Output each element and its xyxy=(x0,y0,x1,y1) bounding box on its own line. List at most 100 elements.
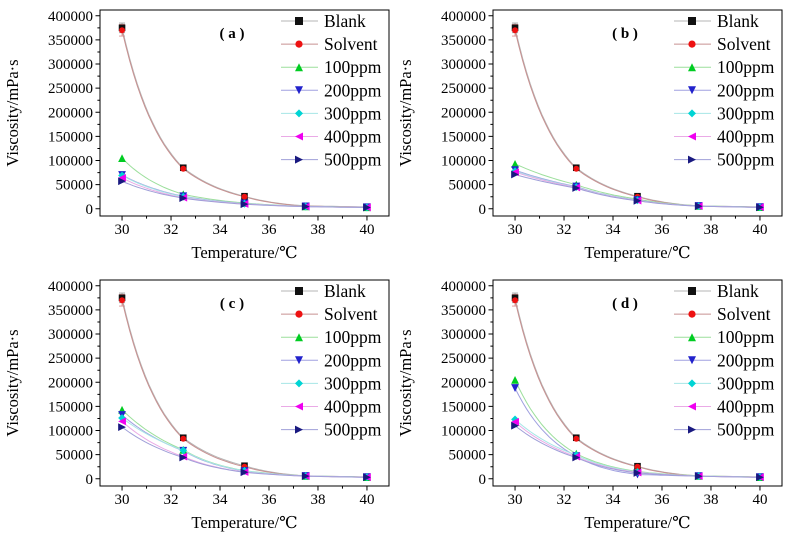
legend-entry-400ppm: 400ppm xyxy=(281,397,382,417)
tick-labels: 30 32 34 36 38 40 0 50000 100000 150000 200000 2500… xyxy=(48,279,374,508)
y-tick-label: 150000 xyxy=(48,399,93,415)
triangle-up-marker xyxy=(295,333,303,342)
axis-ticks xyxy=(488,285,761,491)
y-tick-label: 50000 xyxy=(56,178,94,194)
axis-ticks xyxy=(95,15,368,221)
x-tick-label: 34 xyxy=(213,492,229,508)
legend-label: Solvent xyxy=(717,34,771,54)
x-axis-label: Temperature/℃ xyxy=(191,513,297,532)
panel-b-chart: 30 32 34 36 38 40 0 50000 100000 150000 200000 2500… xyxy=(396,9,783,262)
y-axis-label: Viscosity/mPa·s xyxy=(396,59,415,166)
legend-label: 300ppm xyxy=(717,103,775,123)
y-tick-label: 0 xyxy=(479,202,487,218)
tick-labels: 30 32 34 36 38 40 0 50000 100000 150000 200000 2500… xyxy=(441,9,767,238)
circle-marker xyxy=(295,40,303,48)
panel-label: ( c ) xyxy=(220,296,244,312)
y-tick-label: 100000 xyxy=(48,424,93,440)
x-tick-label: 36 xyxy=(654,492,670,508)
x-tick-label: 38 xyxy=(310,222,325,238)
triangle-right-marker xyxy=(301,472,310,481)
x-tick-label: 38 xyxy=(703,492,718,508)
legend-entry-400ppm: 400ppm xyxy=(281,127,382,147)
triangle-right-marker xyxy=(511,170,519,179)
triangle-down-marker xyxy=(295,356,303,365)
diamond-marker xyxy=(295,109,303,118)
tick-marks xyxy=(488,285,761,491)
x-tick-label: 36 xyxy=(261,492,277,508)
triangle-right-marker xyxy=(688,155,696,164)
triangle-right-marker xyxy=(179,194,188,203)
legend-label: 400ppm xyxy=(717,397,775,417)
x-tick-label: 32 xyxy=(557,222,572,238)
legend-entry-solvent: Solvent xyxy=(281,304,378,324)
legend-label: 500ppm xyxy=(324,420,382,440)
triangle-right-marker xyxy=(694,472,703,481)
triangle-right-marker xyxy=(363,473,371,482)
legend-label: 200ppm xyxy=(717,350,775,370)
y-tick-label: 350000 xyxy=(48,303,93,319)
legend-label: 100ppm xyxy=(717,327,775,347)
legend-entry-solvent: Solvent xyxy=(674,34,771,54)
x-tick-label: 40 xyxy=(359,492,374,508)
legend-label: 100ppm xyxy=(324,57,382,77)
legend-entry-100ppm: 100ppm xyxy=(281,57,382,77)
series-500ppm xyxy=(118,177,371,212)
tick-labels: 30 32 34 36 38 40 0 50000 100000 150000 200000 2500… xyxy=(48,9,374,238)
series-markers xyxy=(118,24,371,212)
triangle-up-marker xyxy=(295,63,303,72)
legend-label: 300ppm xyxy=(717,373,775,393)
triangle-right-marker xyxy=(572,453,581,462)
legend-entry-solvent: Solvent xyxy=(281,34,378,54)
legend-entry-500ppm: 500ppm xyxy=(281,150,382,170)
circle-marker xyxy=(688,40,696,48)
y-tick-label: 200000 xyxy=(441,105,486,121)
axis-ticks xyxy=(95,285,368,491)
tick-marks xyxy=(95,285,368,491)
y-tick-label: 250000 xyxy=(441,81,486,97)
legend-label: Blank xyxy=(717,281,759,301)
legend: Blank Solvent 100ppm 200ppm 300ppm 400ppm 500p… xyxy=(674,281,775,440)
y-axis-label: Viscosity/mPa·s xyxy=(3,59,22,166)
panel-c-chart: 30 32 34 36 38 40 0 50000 100000 150000 200000 2500… xyxy=(3,279,390,532)
legend-label: Blank xyxy=(324,11,366,31)
panel-label: ( b ) xyxy=(612,26,638,42)
legend-label: 400ppm xyxy=(324,127,382,147)
series-markers xyxy=(511,294,764,482)
y-tick-label: 350000 xyxy=(441,303,486,319)
triangle-up-marker xyxy=(118,154,126,163)
y-tick-label: 0 xyxy=(479,472,487,488)
y-tick-label: 150000 xyxy=(48,129,93,145)
legend-label: 200ppm xyxy=(717,80,775,100)
y-axis-label: Viscosity/mPa·s xyxy=(396,329,415,436)
x-axis-label: Temperature/℃ xyxy=(584,513,690,532)
y-tick-label: 50000 xyxy=(449,178,487,194)
x-tick-label: 30 xyxy=(115,222,130,238)
triangle-right-marker xyxy=(240,200,249,209)
triangle-right-marker xyxy=(694,202,703,211)
triangle-right-marker xyxy=(240,468,249,477)
diamond-marker xyxy=(118,414,126,422)
triangle-left-marker xyxy=(118,417,126,426)
y-tick-label: 150000 xyxy=(441,129,486,145)
x-tick-label: 38 xyxy=(703,222,718,238)
series-500ppm xyxy=(118,423,371,482)
triangle-left-marker xyxy=(688,402,696,411)
diamond-marker xyxy=(688,109,696,118)
x-tick-label: 40 xyxy=(752,222,767,238)
legend-entry-300ppm: 300ppm xyxy=(674,373,775,393)
y-tick-label: 100000 xyxy=(441,424,486,440)
x-tick-label: 30 xyxy=(508,492,523,508)
error-bars xyxy=(119,22,187,171)
square-marker xyxy=(688,287,696,295)
legend-label: Solvent xyxy=(324,304,378,324)
y-tick-label: 400000 xyxy=(48,9,93,25)
y-tick-label: 300000 xyxy=(48,57,93,73)
legend-entry-300ppm: 300ppm xyxy=(281,373,382,393)
y-tick-label: 400000 xyxy=(441,279,486,295)
triangle-right-marker xyxy=(295,155,303,164)
triangle-up-marker xyxy=(511,159,519,168)
y-tick-label: 250000 xyxy=(441,351,486,367)
x-tick-label: 34 xyxy=(606,492,622,508)
y-tick-label: 0 xyxy=(86,472,94,488)
legend-label: 200ppm xyxy=(324,350,382,370)
